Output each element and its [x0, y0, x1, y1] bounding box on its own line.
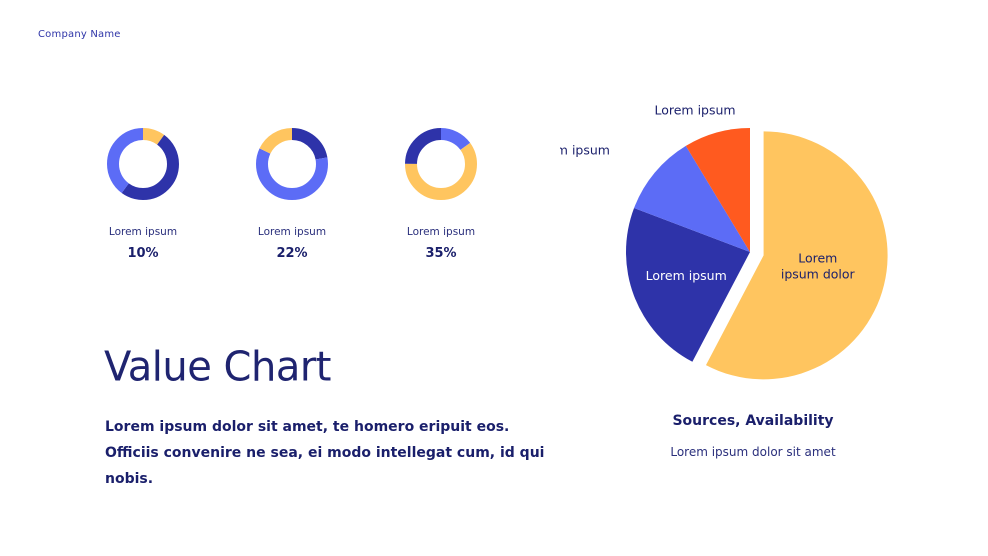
pie-slice-label: Lorem ipsum: [654, 103, 735, 118]
donut-label: Lorem ipsum: [257, 226, 327, 238]
donut-value: 35%: [425, 246, 457, 261]
sources-subtitle: Lorem ipsum dolor sit amet: [670, 445, 836, 459]
donut-svg: [405, 128, 477, 200]
company-name: Company Name: [38, 29, 121, 40]
donut-segment: [107, 128, 179, 200]
donut-svg: [107, 128, 179, 200]
donut-label: Lorem ipsum: [108, 226, 178, 238]
donut-segment: [256, 128, 328, 200]
pie-slice-label: Lorem ipsum: [560, 143, 610, 158]
donut-label: Lorem ipsum: [406, 226, 476, 238]
donut-segment: [256, 128, 328, 200]
donut-segment: [405, 128, 477, 200]
pie-slice-label: Lorem ipsum: [646, 268, 727, 283]
pie-slice: [634, 145, 750, 252]
page-title: Value Chart: [104, 343, 331, 391]
body-text: Lorem ipsum dolor sit amet, te homero er…: [105, 419, 545, 487]
donut-segment: [405, 128, 477, 200]
donut-chart-2: Lorem ipsum 22%: [217, 126, 367, 261]
pie-slice: [685, 128, 750, 252]
donut-value: 22%: [276, 246, 308, 261]
pie-slice: [705, 131, 888, 380]
donut-chart-3: Lorem ipsum 35%: [366, 126, 516, 261]
sources-title: Sources, Availability: [672, 413, 834, 429]
donut-chart-1: Lorem ipsum 10%: [68, 126, 218, 261]
donut-segment: [107, 128, 179, 200]
donut-svg: [256, 128, 328, 200]
pie-slice: [626, 208, 750, 362]
donut-value: 10%: [127, 246, 159, 261]
pie-slice-label: Lorem ipsum dolor: [781, 251, 856, 282]
